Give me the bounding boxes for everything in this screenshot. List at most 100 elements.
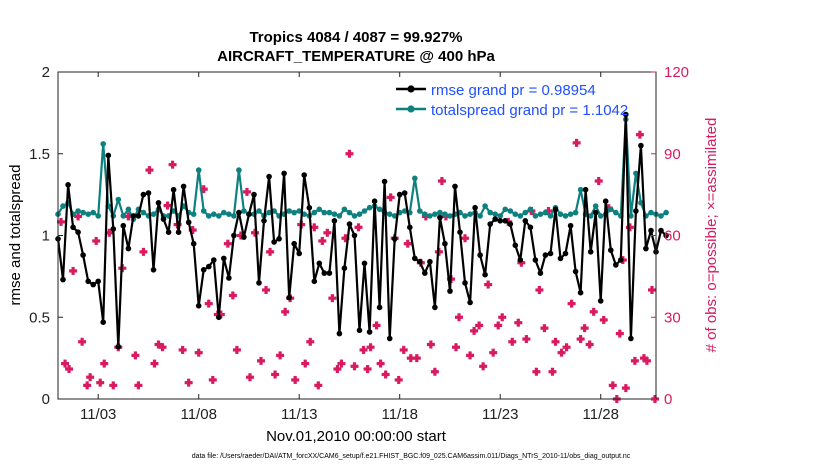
obs-point <box>337 359 346 368</box>
spread-point <box>487 209 494 216</box>
y-right-tick-label: 0 <box>664 391 672 408</box>
spread-point <box>512 211 519 217</box>
obs-point <box>204 299 213 308</box>
rmse-point <box>396 191 403 198</box>
rmse-point <box>502 218 509 224</box>
obs-point <box>594 177 603 185</box>
obs-point <box>451 343 460 352</box>
spread-point <box>648 209 654 216</box>
obs-point <box>83 381 92 390</box>
obs-point <box>92 236 101 245</box>
obs-point <box>78 337 87 346</box>
rmse-point <box>623 111 629 118</box>
obs-point <box>228 291 237 300</box>
obs-point <box>599 315 608 324</box>
obs-point <box>131 351 140 360</box>
spread-point <box>361 208 368 214</box>
x-tick-label: 11/03 <box>80 406 116 423</box>
spread-point <box>562 213 569 219</box>
rmse-point <box>271 239 277 245</box>
obs-point <box>61 359 70 368</box>
obs-point <box>208 375 217 384</box>
rmse-point <box>457 229 463 235</box>
spread-point <box>502 206 509 213</box>
spread-point <box>356 211 363 217</box>
spread-point <box>663 209 669 216</box>
obs-point <box>532 367 541 376</box>
obs-point <box>168 160 177 169</box>
rmse-point <box>216 314 222 321</box>
rmse-point <box>346 221 353 227</box>
spread-point <box>477 213 483 219</box>
obs-point <box>508 337 517 346</box>
spread-point <box>522 209 529 216</box>
spread-point <box>628 213 634 219</box>
rmse-point <box>412 255 418 262</box>
obs-point <box>642 356 651 365</box>
rmse-point <box>150 267 157 273</box>
rmse-point <box>557 255 564 262</box>
rmse-point <box>326 270 333 276</box>
rmse-point <box>487 221 494 227</box>
rmse-point <box>527 224 534 231</box>
x-tick-label: 11/08 <box>180 406 216 423</box>
rmse-point <box>492 216 499 222</box>
rmse-point <box>241 234 247 240</box>
obs-point <box>276 351 285 360</box>
rmse-point <box>100 319 106 326</box>
rmse-point <box>301 172 308 178</box>
rmse-point <box>507 221 514 227</box>
rmse-point <box>130 213 137 219</box>
spread-point <box>206 213 212 219</box>
obs-point <box>262 286 271 294</box>
spread-point <box>422 211 428 217</box>
y-left-tick-label: 1 <box>42 228 50 245</box>
rmse-point <box>331 218 338 224</box>
obs-point <box>291 375 300 384</box>
y-axis-right: 0 30 60 90 120 <box>651 64 689 408</box>
obs-point <box>345 149 354 158</box>
rmse-point <box>638 142 644 149</box>
rmse-point <box>477 252 483 258</box>
rmse-point <box>286 294 293 301</box>
spread-point <box>613 209 619 216</box>
rmse-point <box>381 178 388 185</box>
y-right-tick-label: 60 <box>664 228 681 245</box>
spread-point <box>482 203 488 209</box>
obs-point <box>232 345 241 354</box>
spread-point <box>537 211 544 217</box>
obs-point <box>589 307 598 316</box>
spread-point <box>211 211 217 217</box>
rmse-point <box>592 209 599 216</box>
spread-point <box>447 213 453 219</box>
obs-point <box>359 345 368 354</box>
rmse-point <box>311 278 318 285</box>
obs-point <box>184 378 193 387</box>
spread-point <box>346 209 353 216</box>
obs-point <box>145 166 154 175</box>
obs-point <box>372 321 381 330</box>
rmse-point <box>185 219 192 226</box>
rmse-point <box>246 211 252 217</box>
spread-point <box>608 206 614 213</box>
spread-point <box>366 204 373 211</box>
obs-point <box>514 318 523 327</box>
rmse-point <box>376 304 383 311</box>
spread-point <box>386 211 393 217</box>
chart-title-line-1: Tropics 4084 / 4087 = 99.927% <box>249 29 462 46</box>
rmse-point <box>221 255 227 262</box>
rmse-point <box>467 299 473 306</box>
rmse-point <box>296 250 303 257</box>
rmse-point <box>407 224 413 231</box>
chart-title: Tropics 4084 / 4087 = 99.927% AIRCRAFT_T… <box>217 29 495 65</box>
spread-point <box>507 208 514 214</box>
obs-layer <box>57 130 659 403</box>
obs-point <box>535 286 544 294</box>
rmse-point <box>442 240 448 247</box>
y-axis-right-label: # of obs: o=possible; ×=assimilated <box>703 118 720 353</box>
obs-point <box>430 367 439 376</box>
y-left-tick-label: 2 <box>42 64 50 81</box>
spread-point <box>195 167 202 173</box>
obs-point <box>350 362 359 371</box>
data-file-footer: data file: /Users/raeder/DAI/ATM_forcXX/… <box>192 453 631 460</box>
